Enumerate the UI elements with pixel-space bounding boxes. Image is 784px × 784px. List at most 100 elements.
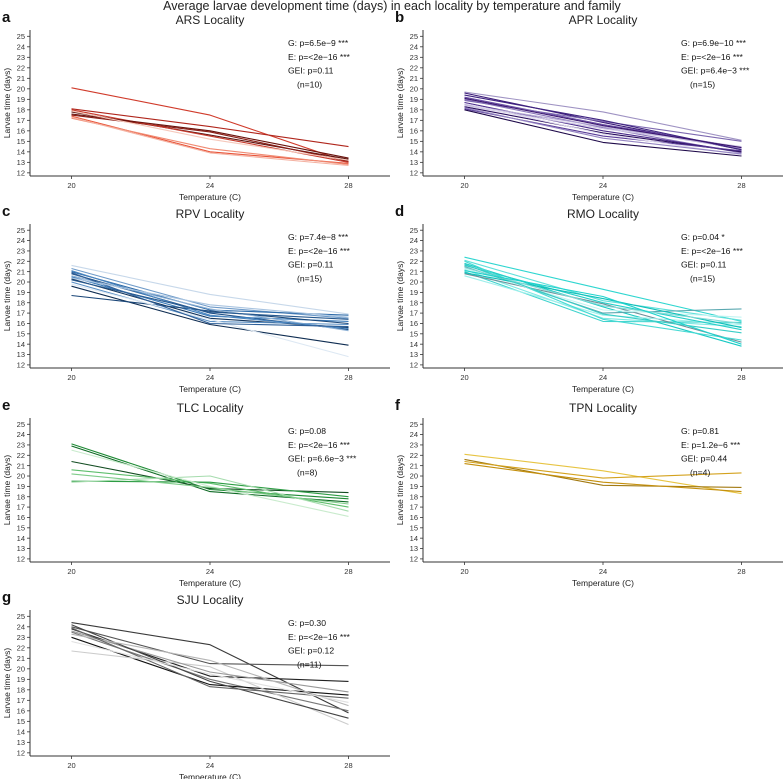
- y-tick-label: 12: [410, 554, 418, 563]
- x-tick-label: 28: [344, 373, 352, 382]
- series-line-f12: [71, 279, 349, 320]
- series-line-f8: [71, 473, 349, 505]
- series-line-f13: [71, 283, 349, 358]
- x-tick-label: 20: [67, 567, 75, 576]
- y-tick-label: 19: [17, 95, 25, 104]
- y-tick-label: 25: [17, 420, 25, 429]
- y-tick-label: 23: [17, 247, 25, 256]
- x-axis-label: Temperature (C): [179, 192, 241, 202]
- x-tick-label: 28: [344, 181, 352, 190]
- y-tick-label: 23: [410, 441, 418, 450]
- y-tick-label: 16: [17, 126, 25, 135]
- y-tick-label: 18: [17, 298, 25, 307]
- y-tick-label: 15: [410, 523, 418, 532]
- series-line-f13: [464, 102, 742, 156]
- y-tick-label: 24: [17, 236, 25, 245]
- y-tick-label: 20: [17, 84, 25, 93]
- stats-line: G: p=0.04 *: [681, 232, 725, 242]
- y-tick-label: 18: [17, 105, 25, 114]
- y-axis-label: Larvae time (days): [2, 648, 12, 719]
- y-tick-label: 21: [17, 74, 25, 83]
- y-tick-label: 23: [410, 53, 418, 62]
- x-tick-label: 28: [737, 567, 745, 576]
- panel-title: TLC Locality: [177, 401, 244, 415]
- y-axis-label: Larvae time (days): [2, 455, 12, 526]
- y-tick-label: 16: [410, 513, 418, 522]
- panel-title: TPN Locality: [569, 401, 637, 415]
- y-tick-label: 15: [410, 329, 418, 338]
- y-tick-label: 15: [17, 523, 25, 532]
- y-tick-label: 24: [410, 236, 418, 245]
- y-tick-label: 23: [17, 633, 25, 642]
- y-tick-label: 20: [410, 278, 418, 287]
- y-tick-label: 12: [410, 360, 418, 369]
- series-line-f4: [464, 463, 742, 493]
- y-tick-label: 12: [410, 168, 418, 177]
- series-line-f11: [71, 640, 349, 703]
- x-axis-label: Temperature (C): [179, 578, 241, 588]
- x-tick-label: 28: [737, 181, 745, 190]
- x-axis-label: Temperature (C): [572, 384, 634, 394]
- stats-line: (n=8): [297, 467, 317, 477]
- stats-line: GEI: p=6.6e−3 ***: [288, 454, 357, 464]
- series-line-f7: [71, 630, 349, 693]
- y-tick-label: 25: [410, 226, 418, 235]
- series-line-f6: [71, 650, 349, 726]
- series-line-f7: [71, 449, 349, 517]
- stats-line: E: p=<2e−16 ***: [681, 246, 744, 256]
- y-axis-label: Larvae time (days): [395, 455, 405, 526]
- series-line-f8: [71, 113, 349, 159]
- series-line-f10: [71, 627, 349, 699]
- x-tick-label: 24: [206, 761, 214, 770]
- y-axis-label: Larvae time (days): [395, 68, 405, 139]
- y-tick-label: 15: [17, 717, 25, 726]
- stats-line: GEI: p=0.44: [681, 454, 727, 464]
- x-tick-label: 20: [67, 181, 75, 190]
- panel-g: g SJU Locality121314151617181920212223242…: [2, 589, 390, 782]
- stats-line: G: p=6.9e−10 ***: [681, 38, 747, 48]
- y-tick-label: 12: [17, 748, 25, 757]
- y-tick-label: 25: [17, 32, 25, 41]
- x-tick-label: 20: [460, 373, 468, 382]
- series-line-f3: [464, 460, 742, 479]
- panel-title: RPV Locality: [176, 207, 245, 221]
- series-line-f7: [464, 273, 742, 343]
- series-line-f6: [71, 117, 349, 165]
- y-tick-label: 12: [17, 168, 25, 177]
- series-line-f15: [71, 277, 349, 318]
- series-line-f6: [464, 271, 742, 323]
- series-line-f9: [71, 294, 349, 325]
- x-tick-label: 20: [460, 567, 468, 576]
- y-tick-label: 16: [410, 126, 418, 135]
- y-tick-label: 14: [17, 340, 25, 349]
- stats-line: E: p=1.2e−6 ***: [681, 440, 741, 450]
- series-line-f15: [464, 97, 742, 149]
- y-tick-label: 21: [410, 461, 418, 470]
- y-axis-label: Larvae time (days): [2, 68, 12, 139]
- y-tick-label: 22: [410, 63, 418, 72]
- x-axis-label: Temperature (C): [179, 384, 241, 394]
- y-tick-label: 20: [17, 278, 25, 287]
- stats-line: E: p=<2e−16 ***: [288, 52, 351, 62]
- series-line-f14: [71, 272, 349, 328]
- stats-line: G: p=0.30: [288, 618, 326, 628]
- panel-letter: f: [395, 397, 401, 414]
- y-tick-label: 25: [17, 226, 25, 235]
- panel-d: d RMO Locality121314151617181920212223242…: [395, 203, 783, 394]
- y-tick-label: 20: [17, 472, 25, 481]
- y-tick-label: 14: [17, 534, 25, 543]
- x-tick-label: 24: [206, 181, 214, 190]
- series-line-f2: [71, 267, 349, 319]
- y-tick-label: 23: [17, 53, 25, 62]
- figure-title: Average larvae development time (days) i…: [163, 0, 621, 13]
- stats-line: E: p=<2e−16 ***: [288, 246, 351, 256]
- x-tick-label: 24: [206, 373, 214, 382]
- stats-line: G: p=0.81: [681, 426, 719, 436]
- y-tick-label: 13: [17, 158, 25, 167]
- y-tick-label: 14: [17, 147, 25, 156]
- series-line-f14: [464, 266, 742, 325]
- series-line-f10: [71, 110, 349, 161]
- y-tick-label: 19: [410, 482, 418, 491]
- series-line-f2: [464, 458, 742, 488]
- y-tick-label: 16: [17, 513, 25, 522]
